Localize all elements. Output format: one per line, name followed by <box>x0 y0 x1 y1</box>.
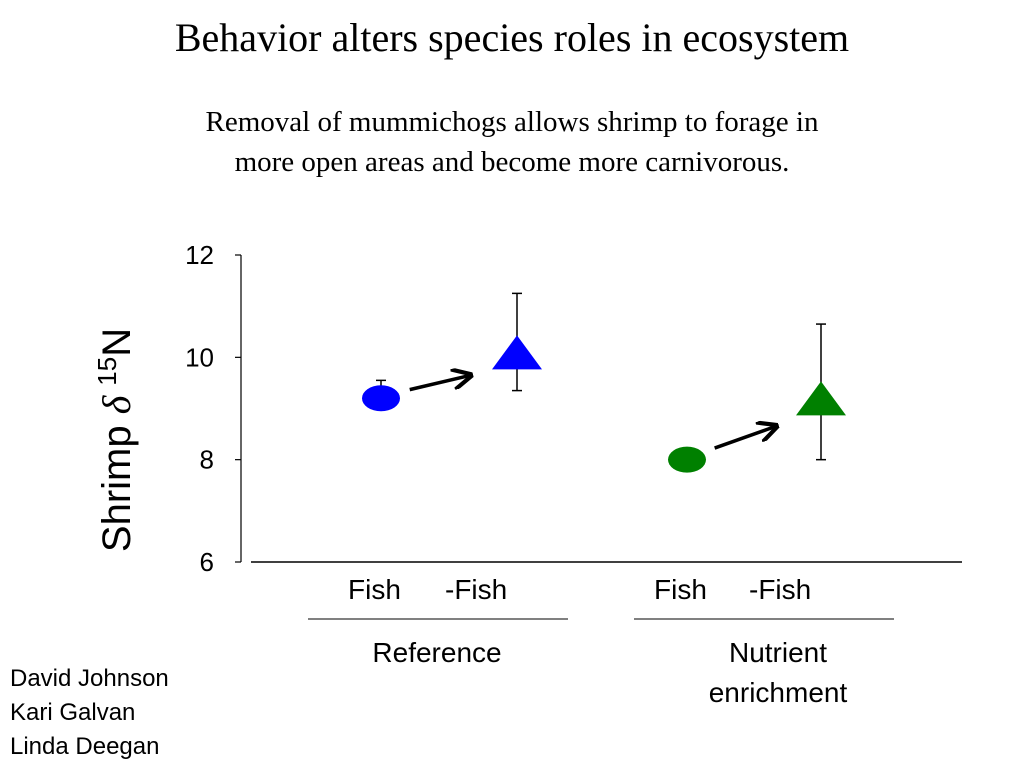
arrows <box>409 375 777 450</box>
error-bars <box>376 292 826 461</box>
subtitle-line-2: more open areas and become more carnivor… <box>234 146 790 178</box>
data-point-triangle <box>796 381 846 416</box>
subtitle-line-1: Removal of mummichogs allows shrimp to f… <box>205 106 819 138</box>
y-axis-label-text: Shrimp <box>95 414 139 552</box>
authors: David Johnson Kari Galvan Linda Deegan <box>10 662 169 764</box>
group-labels: Reference Nutrient enrichment <box>308 618 894 708</box>
author-3: Linda Deegan <box>10 733 160 760</box>
y-axis-label-delta: δ <box>94 386 139 415</box>
author-2: Kari Galvan <box>10 699 136 726</box>
y-axis-label-group: Shrimp δ 15N <box>92 328 139 552</box>
page-title: Behavior alters species roles in ecosyst… <box>174 15 850 60</box>
y-tick-label: 12 <box>185 240 214 270</box>
y-tick-label: 6 <box>200 547 214 577</box>
trend-arrow <box>714 426 777 450</box>
y-axis-label-superscript: 15 <box>92 357 122 386</box>
group-label: Reference <box>372 637 501 668</box>
category-labels: Fish -Fish Fish -Fish <box>348 574 811 605</box>
category-label: -Fish <box>445 574 507 605</box>
y-axis-label: Shrimp δ 15N <box>92 328 139 552</box>
y-axis-label-element: N <box>95 328 139 357</box>
category-label: Fish <box>654 574 707 605</box>
subtitle: Removal of mummichogs allows shrimp to f… <box>112 102 912 182</box>
group-label: enrichment <box>709 677 848 708</box>
category-label: Fish <box>348 574 401 605</box>
data-points <box>362 335 846 473</box>
y-ticks: 6 8 10 12 <box>185 240 241 577</box>
chart-axes <box>240 255 962 563</box>
data-point-circle <box>668 446 706 473</box>
y-tick-label: 10 <box>185 342 214 372</box>
y-tick-label: 8 <box>200 445 214 475</box>
data-point-triangle <box>492 335 542 370</box>
group-label: Nutrient <box>729 637 827 668</box>
category-label: -Fish <box>749 574 811 605</box>
author-1: David Johnson <box>10 665 169 692</box>
trend-arrow <box>409 375 471 392</box>
data-point-circle <box>362 385 400 412</box>
